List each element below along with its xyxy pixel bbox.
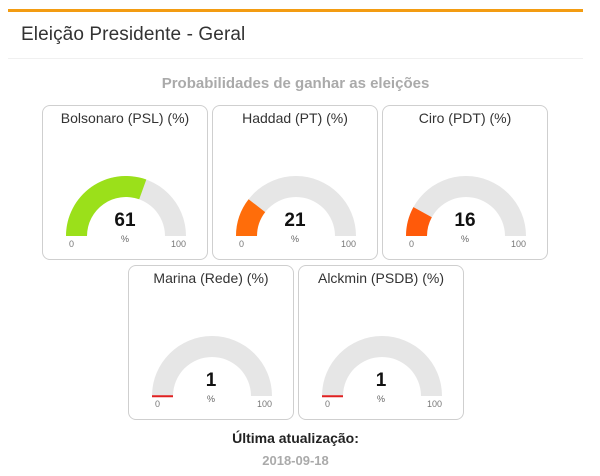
gauge-min: 0 [409,239,415,249]
gauge-value: 21 [284,210,306,231]
gauge-max: 100 [511,239,527,249]
gauge-haddad: Haddad (PT) (%) 21 % 0 100 [212,105,378,260]
gauge-bolsonaro: Bolsonaro (PSL) (%) 61 % 0 100 [42,105,208,260]
gauge-unit: % [206,394,215,404]
gauge-arc [66,176,186,236]
gauge-value: 16 [454,210,476,231]
chart-subtitle: Probabilidades de ganhar as eleições [161,75,430,92]
gauge-arc [152,336,272,398]
last-update-date: 2018-09-18 [262,453,329,468]
gauge-ciro: Ciro (PDT) (%) 16 % 0 100 [382,105,548,260]
card-divider [8,58,583,59]
gauge-label: Marina (Rede) (%) [153,270,269,286]
gauge-min: 0 [239,239,245,249]
last-update-label: Última atualização: [232,430,359,446]
gauge-arc [406,176,526,236]
gauge-marina: Marina (Rede) (%) 1 % 0 100 [128,265,294,420]
gauge-max: 100 [427,399,443,409]
gauge-min: 0 [325,399,331,409]
gauge-arc [236,176,356,236]
gauge-unit: % [376,394,385,404]
gauge-track [406,176,526,236]
gauge-fill [322,395,343,398]
gauge-unit: % [460,234,469,244]
card-title: Eleição Presidente - Geral [21,24,246,45]
gauge-unit: % [290,234,299,244]
gauge-label: Ciro (PDT) (%) [418,110,512,126]
gauge-label: Bolsonaro (PSL) (%) [60,110,190,126]
gauge-label: Haddad (PT) (%) [242,110,348,126]
gauge-value: 61 [114,210,136,231]
gauge-min: 0 [155,399,161,409]
gauge-max: 100 [171,239,187,249]
gauge-alckmin: Alckmin (PSDB) (%) 1 % 0 100 [298,265,464,420]
gauge-value: 1 [375,370,387,391]
gauge-fill [406,207,432,236]
gauge-value: 1 [205,370,217,391]
gauge-arc [322,336,442,398]
gauge-label: Alckmin (PSDB) (%) [317,270,444,286]
gauge-track [236,176,356,236]
gauge-track [322,336,442,396]
gauge-fill [66,176,147,236]
gauge-max: 100 [341,239,357,249]
election-card: Eleição Presidente - Geral Probabilidade… [8,9,583,476]
gauge-fill [236,199,266,236]
gauge-unit: % [120,234,129,244]
gauge-track [152,336,272,396]
gauge-max: 100 [257,399,273,409]
gauge-min: 0 [69,239,75,249]
gauge-fill [152,395,173,398]
